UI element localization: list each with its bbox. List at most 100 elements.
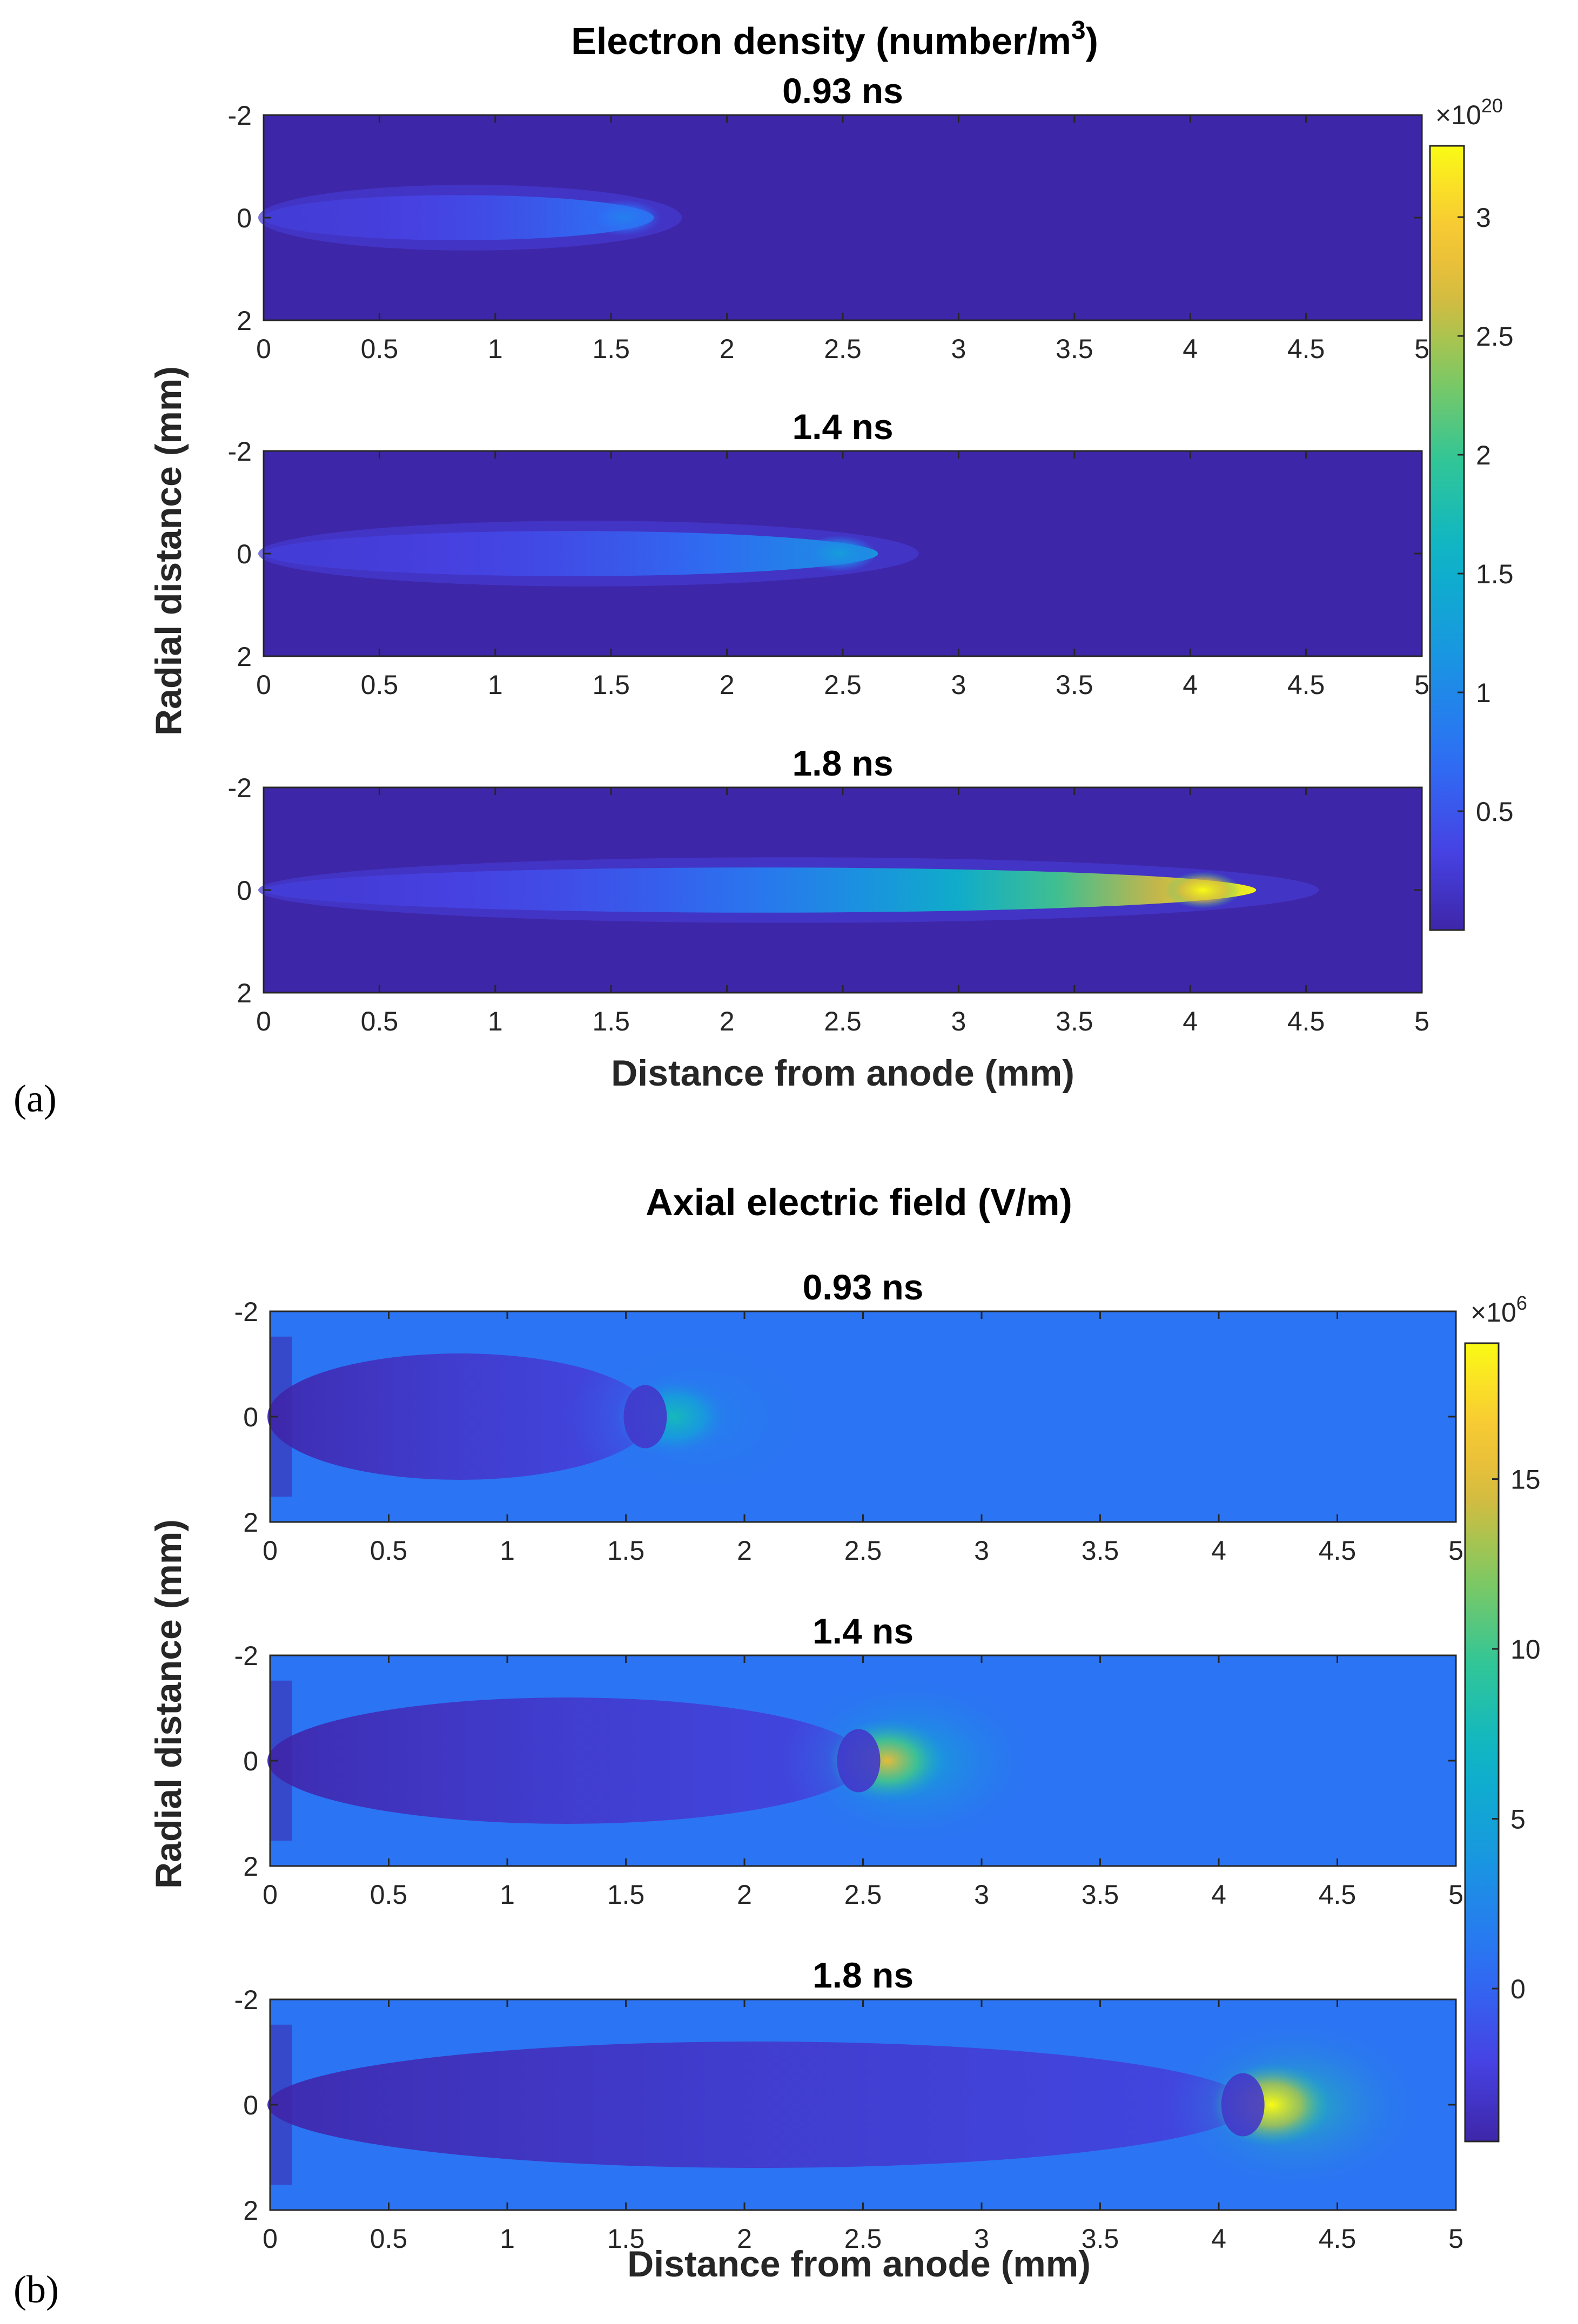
subplot-1: 0.93 ns0 0.5 1 1.5 2 2.5 3 3.5 4 4.5 5-202 <box>234 1267 1463 1566</box>
subplot-3: 1.8 ns0 0.5 1 1.5 2 2.5 3 3.5 4 4.5 5-202 <box>228 743 1429 1036</box>
x-tick-label: 4 <box>1211 1880 1226 1910</box>
y-tick-label: 0 <box>243 1746 258 1776</box>
x-tick-label: 2.5 <box>824 670 862 700</box>
colorbar-tick-label: 10 <box>1510 1634 1541 1665</box>
x-tick-label: 3.5 <box>1056 670 1093 700</box>
x-tick-label: 3 <box>951 334 966 364</box>
y-tick-label: 0 <box>243 2090 258 2120</box>
x-tick-label: 2 <box>720 334 735 364</box>
y-tick-label: 2 <box>243 1851 258 1882</box>
streamer-head <box>801 535 877 572</box>
colorbar-exponent: ×106 <box>1470 1292 1527 1328</box>
y-tick-label: 2 <box>243 2195 258 2226</box>
x-tick-label: 2.5 <box>844 2224 882 2254</box>
x-tick-label: 0 <box>263 1535 278 1566</box>
x-tick-label: 0 <box>256 334 271 364</box>
x-tick-label: 3 <box>951 670 966 700</box>
x-tick-label: 0 <box>256 670 271 700</box>
x-tick-label: 2.5 <box>824 334 862 364</box>
y-tick-label: 2 <box>243 1507 258 1538</box>
colorbar-tick-label: 0 <box>1510 1974 1526 2004</box>
x-tick-label: 3.5 <box>1056 334 1093 364</box>
y-tick-label: 0 <box>237 203 252 233</box>
x-tick-label: 0.5 <box>370 1535 408 1566</box>
x-tick-label: 5 <box>1414 670 1429 700</box>
streamer-head <box>586 199 662 237</box>
x-tick-label: 3 <box>974 1535 989 1566</box>
streamer-channel <box>263 531 878 576</box>
x-tick-label: 3 <box>951 1006 966 1036</box>
field-notch <box>623 1385 667 1449</box>
x-tick-label: 4.5 <box>1319 2224 1357 2254</box>
y-tick-label: -2 <box>228 773 252 803</box>
x-tick-label: 1.5 <box>592 1006 630 1036</box>
y-tick-label: -2 <box>228 436 252 467</box>
x-tick-label: 1.5 <box>607 1535 645 1566</box>
y-tick-label: 0 <box>243 1402 258 1432</box>
figure-b-ylabel: Radial distance (mm) <box>148 1519 189 1889</box>
colorbar-scale <box>1429 145 1465 931</box>
x-tick-label: 2 <box>737 2224 752 2254</box>
y-tick-label: -2 <box>234 1641 258 1671</box>
x-tick-label: 3.5 <box>1082 1535 1119 1566</box>
figure-a-colorbar: 0.5 1 1.5 2 2.5 3 ×1020 <box>1429 95 1514 931</box>
colorbar-tick-label: 2 <box>1476 440 1491 470</box>
x-tick-label: 5 <box>1414 334 1429 364</box>
figure-a-xlabel: Distance from anode (mm) <box>611 1053 1075 1094</box>
x-tick-label: 1.5 <box>607 2224 645 2254</box>
subplot-title: 1.4 ns <box>792 407 893 447</box>
x-tick-label: 4 <box>1183 334 1198 364</box>
subplot-title: 1.8 ns <box>812 1955 914 1995</box>
x-tick-label: 2 <box>737 1880 752 1910</box>
x-tick-label: 0 <box>256 1006 271 1036</box>
x-tick-label: 3 <box>974 2224 989 2254</box>
subplot-3: 1.8 ns0 0.5 1 1.5 2 2.5 3 3.5 4 4.5 5-202 <box>234 1955 1463 2254</box>
y-tick-label: -2 <box>234 1297 258 1327</box>
x-tick-label: 0 <box>263 2224 278 2254</box>
x-tick-label: 2.5 <box>844 1535 882 1566</box>
colorbar-tick-label: 0.5 <box>1476 797 1514 827</box>
x-tick-label: 4.5 <box>1287 1006 1325 1036</box>
x-tick-label: 3 <box>974 1880 989 1910</box>
x-tick-label: 0.5 <box>370 2224 408 2254</box>
x-tick-label: 1.5 <box>592 670 630 700</box>
streamer-head <box>1165 871 1241 909</box>
subplot-title: 0.93 ns <box>782 71 903 111</box>
x-tick-label: 4 <box>1211 2224 1226 2254</box>
x-tick-label: 3.5 <box>1056 1006 1093 1036</box>
x-tick-label: 4 <box>1211 1535 1226 1566</box>
colorbar-tick-label: 5 <box>1510 1804 1526 1835</box>
x-tick-label: 1 <box>500 1880 515 1910</box>
field-notch <box>1221 2073 1265 2137</box>
x-tick-label: 4.5 <box>1287 334 1325 364</box>
x-tick-label: 1 <box>488 670 503 700</box>
figure-a-ylabel: Radial distance (mm) <box>148 366 189 736</box>
subplot-title: 0.93 ns <box>803 1267 924 1307</box>
field-notch <box>837 1729 881 1793</box>
y-tick-label: 2 <box>237 642 252 672</box>
x-tick-label: 5 <box>1414 1006 1429 1036</box>
x-tick-label: 0.5 <box>370 1880 408 1910</box>
x-tick-label: 4 <box>1183 1006 1198 1036</box>
field-channel <box>267 1697 866 1824</box>
field-channel <box>267 2042 1250 2168</box>
y-tick-label: 2 <box>237 306 252 336</box>
colorbar-scale <box>1464 1342 1500 2143</box>
figure-b-panel-label: (b) <box>14 2268 59 2311</box>
x-tick-label: 5 <box>1448 1880 1463 1910</box>
colorbar-tick-label: 2.5 <box>1476 321 1514 352</box>
x-tick-label: 0.5 <box>361 334 399 364</box>
y-tick-label: -2 <box>234 1985 258 2015</box>
figure-a-title: Electron density (number/m3) <box>571 16 1098 62</box>
colorbar-exponent: ×1020 <box>1435 95 1503 130</box>
x-tick-label: 0 <box>263 1880 278 1910</box>
subplot-1: 0.93 ns0 0.5 1 1.5 2 2.5 3 3.5 4 4.5 5-202 <box>228 71 1429 364</box>
x-tick-label: 1 <box>488 334 503 364</box>
y-tick-label: 2 <box>237 978 252 1008</box>
streamer-channel <box>264 195 654 240</box>
colorbar-tick-label: 1.5 <box>1476 559 1514 589</box>
x-tick-label: 0.5 <box>361 1006 399 1036</box>
subplot-2: 1.4 ns0 0.5 1 1.5 2 2.5 3 3.5 4 4.5 5-202 <box>234 1611 1463 1910</box>
x-tick-label: 2 <box>720 670 735 700</box>
